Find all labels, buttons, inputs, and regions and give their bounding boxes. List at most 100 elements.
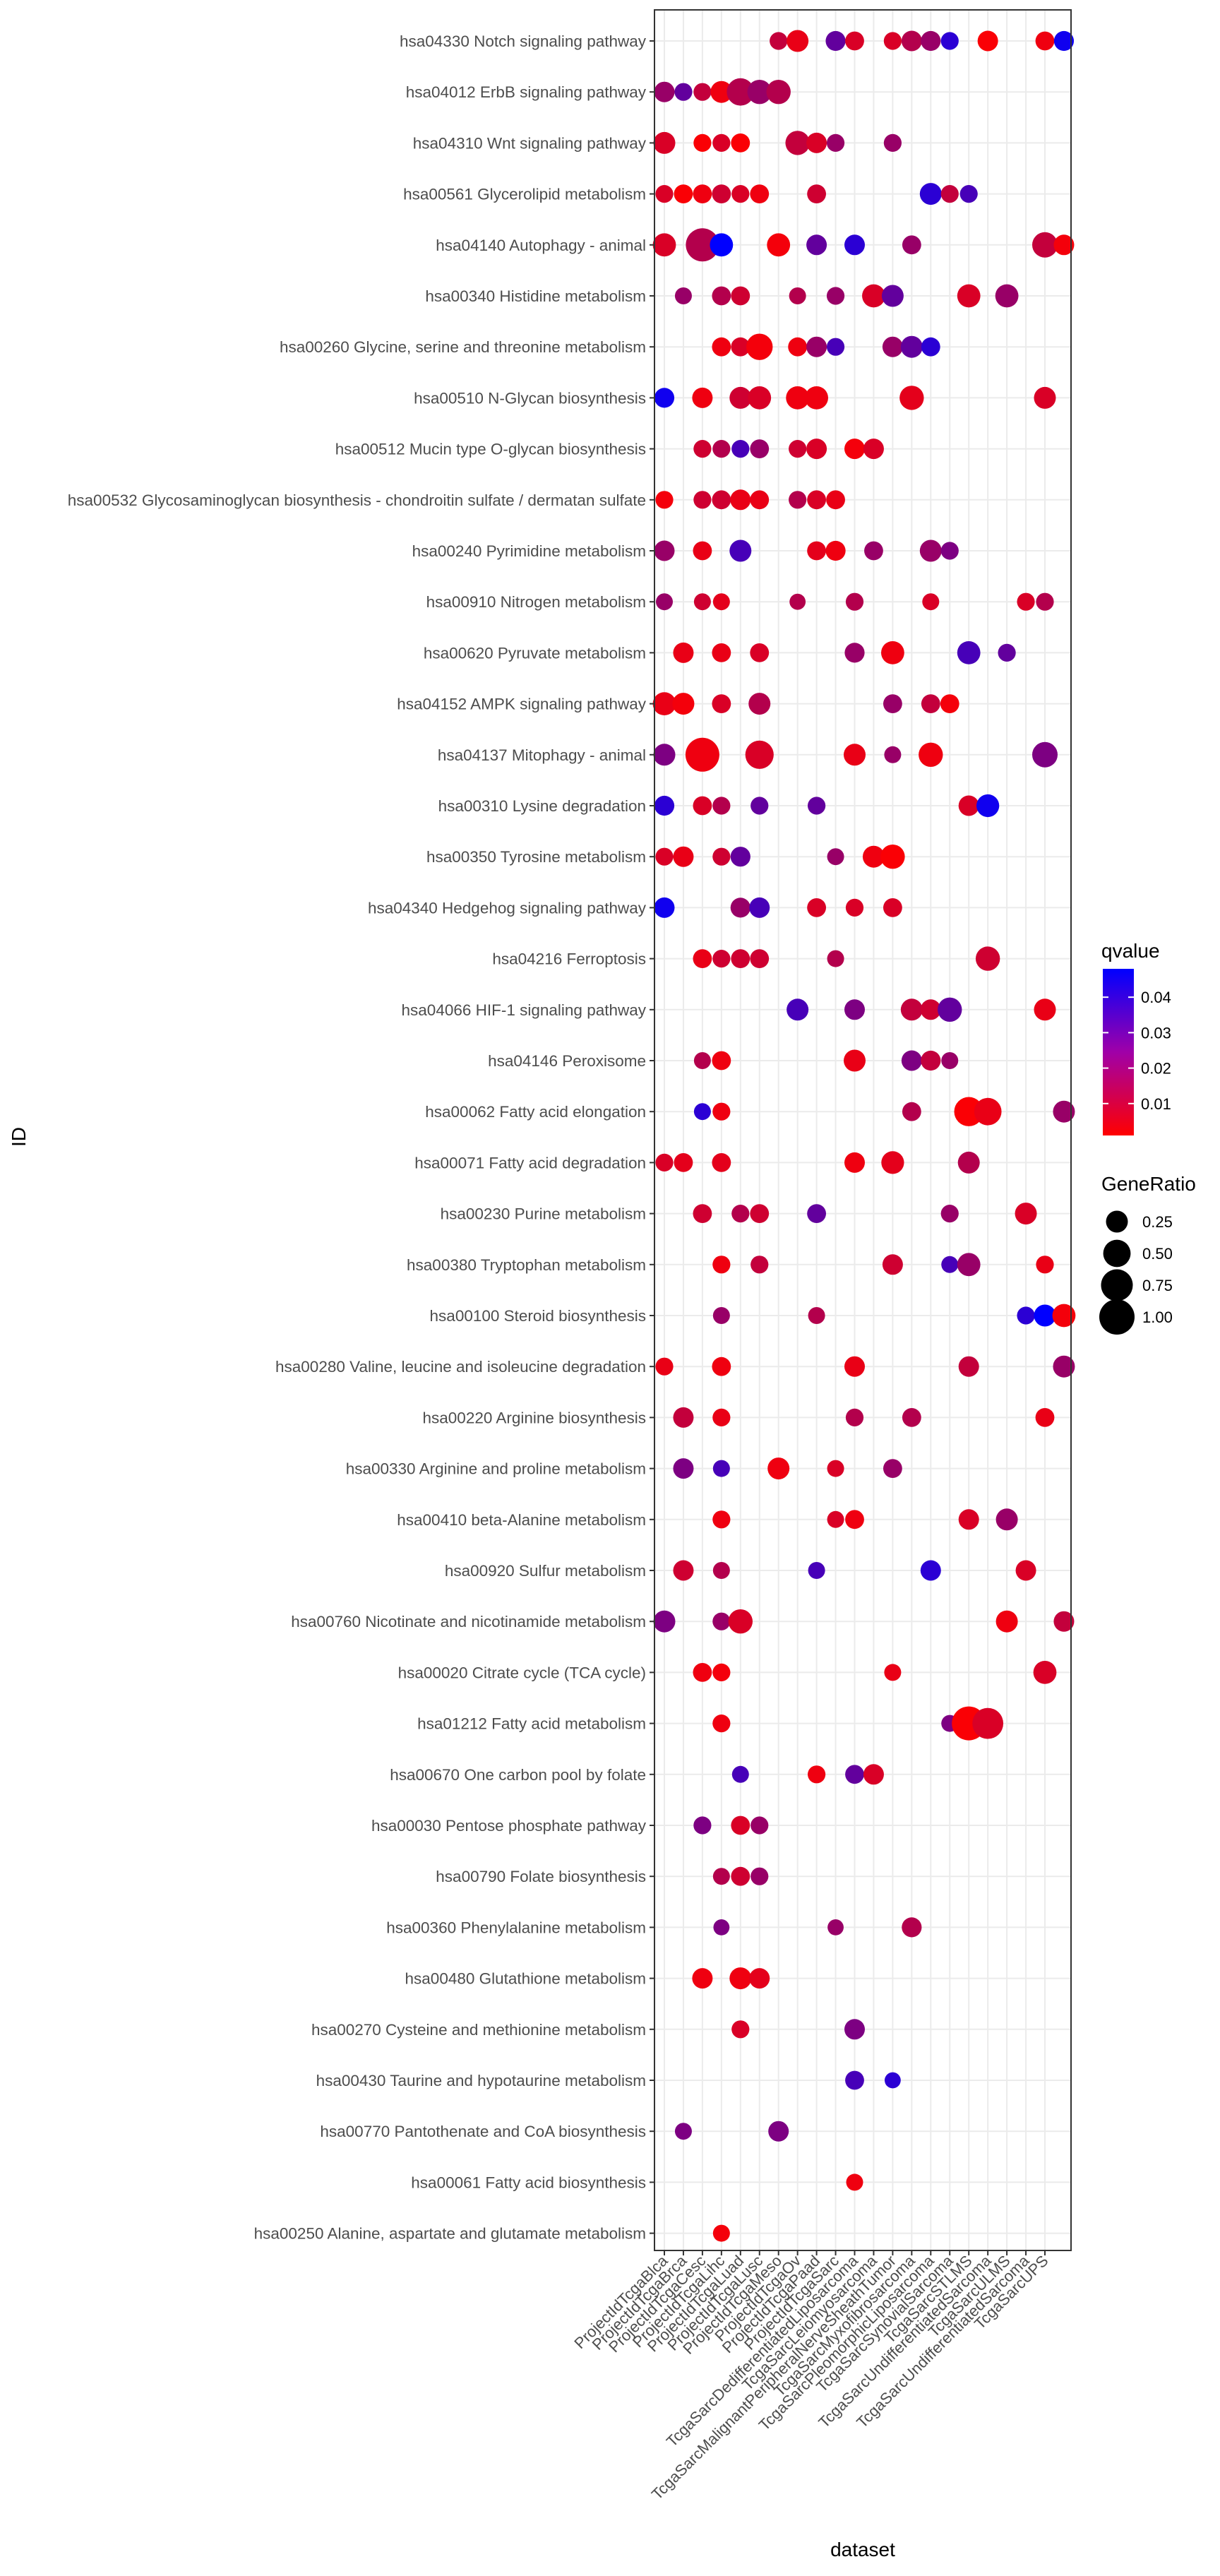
data-point bbox=[919, 183, 942, 205]
data-point bbox=[770, 32, 788, 50]
data-point bbox=[1053, 1100, 1075, 1123]
data-point bbox=[902, 235, 921, 255]
data-point bbox=[1015, 1560, 1036, 1581]
data-point bbox=[674, 1153, 693, 1172]
data-point bbox=[958, 1509, 979, 1530]
data-point bbox=[845, 1510, 864, 1530]
data-point bbox=[785, 131, 810, 155]
data-point bbox=[900, 335, 923, 358]
data-point bbox=[653, 131, 676, 154]
data-point bbox=[693, 593, 711, 611]
data-point bbox=[845, 2070, 864, 2090]
data-point bbox=[880, 845, 905, 869]
data-point bbox=[767, 233, 791, 257]
data-point bbox=[940, 185, 959, 203]
data-point bbox=[976, 794, 1000, 818]
data-point bbox=[710, 233, 734, 257]
data-point bbox=[655, 185, 674, 203]
data-point bbox=[712, 1408, 731, 1426]
data-point bbox=[899, 386, 924, 410]
data-point bbox=[975, 946, 1000, 971]
data-point bbox=[844, 439, 865, 460]
y-tick-label: hsa00350 Tyrosine metabolism bbox=[426, 848, 646, 866]
data-point bbox=[806, 439, 827, 460]
data-points bbox=[652, 30, 1076, 2242]
data-point bbox=[884, 746, 902, 763]
data-point bbox=[1053, 1355, 1075, 1378]
generatio-legend-dot bbox=[1103, 1239, 1131, 1268]
data-point bbox=[827, 1919, 844, 1936]
data-point bbox=[864, 541, 883, 561]
y-tick-label: hsa00510 N-Glycan biosynthesis bbox=[414, 389, 646, 407]
qvalue-tick-label: 0.04 bbox=[1141, 989, 1171, 1006]
data-point bbox=[844, 643, 865, 663]
data-point bbox=[712, 1510, 731, 1529]
y-axis-ticks: hsa04330 Notch signaling pathway hsa04012… bbox=[68, 32, 654, 2243]
data-point bbox=[653, 744, 676, 766]
data-point bbox=[1035, 31, 1055, 51]
qvalue-tick-label: 0.01 bbox=[1141, 1095, 1171, 1113]
data-point bbox=[883, 133, 902, 152]
data-point bbox=[957, 1151, 980, 1174]
data-point bbox=[882, 336, 903, 357]
data-point bbox=[922, 593, 940, 611]
y-tick-label: hsa04012 ErbB signaling pathway bbox=[406, 83, 647, 101]
data-point bbox=[1032, 232, 1058, 258]
data-point bbox=[712, 1307, 730, 1324]
data-point bbox=[883, 898, 902, 917]
data-point bbox=[789, 440, 807, 458]
data-point bbox=[674, 83, 693, 101]
y-tick-label: hsa04216 Ferroptosis bbox=[492, 950, 646, 968]
data-point bbox=[844, 999, 865, 1020]
data-point bbox=[712, 797, 731, 815]
data-point bbox=[712, 1612, 731, 1630]
y-tick-label: hsa00061 Fatty acid biosynthesis bbox=[411, 2174, 646, 2191]
data-point bbox=[845, 31, 864, 51]
data-point bbox=[805, 386, 828, 410]
data-point bbox=[656, 593, 673, 611]
data-point bbox=[901, 1050, 922, 1071]
data-point bbox=[1036, 1256, 1054, 1274]
data-point bbox=[863, 439, 884, 460]
data-point bbox=[977, 30, 998, 52]
data-point bbox=[844, 1152, 865, 1173]
data-point bbox=[806, 132, 827, 153]
data-point bbox=[957, 641, 981, 664]
data-point bbox=[995, 1610, 1018, 1633]
y-tick-label: hsa04137 Mitophagy - animal bbox=[438, 746, 646, 764]
data-point bbox=[807, 1204, 826, 1223]
data-point bbox=[750, 1816, 769, 1835]
data-point bbox=[731, 2020, 750, 2039]
data-point bbox=[654, 540, 675, 561]
generatio-legend-label: 0.75 bbox=[1142, 1277, 1173, 1294]
data-point bbox=[731, 949, 750, 968]
qvalue-colorbar bbox=[1103, 969, 1134, 1135]
data-point bbox=[921, 1050, 941, 1071]
data-point bbox=[881, 285, 904, 307]
data-point bbox=[713, 1919, 730, 1936]
generatio-legend-dot bbox=[1106, 1210, 1128, 1233]
data-point bbox=[827, 1460, 844, 1477]
y-tick-label: hsa00330 Arginine and proline metabolism bbox=[346, 1460, 646, 1478]
data-point bbox=[1053, 30, 1075, 52]
data-point bbox=[674, 2123, 692, 2140]
data-point bbox=[750, 643, 770, 662]
data-point bbox=[919, 742, 943, 768]
data-point bbox=[788, 337, 808, 357]
data-point bbox=[766, 80, 791, 105]
data-point bbox=[712, 440, 731, 458]
y-tick-label: hsa00310 Lysine degradation bbox=[438, 797, 646, 815]
data-point bbox=[807, 898, 826, 917]
data-point bbox=[826, 133, 845, 152]
y-tick-label: hsa00480 Glutathione metabolism bbox=[405, 1970, 646, 1988]
data-point bbox=[746, 333, 773, 360]
data-point bbox=[712, 1460, 730, 1477]
data-point bbox=[901, 30, 922, 52]
data-point bbox=[712, 337, 731, 357]
data-point bbox=[693, 440, 712, 458]
data-point bbox=[693, 184, 712, 203]
data-point bbox=[747, 80, 772, 105]
data-point bbox=[863, 1764, 884, 1785]
data-point bbox=[789, 593, 806, 610]
